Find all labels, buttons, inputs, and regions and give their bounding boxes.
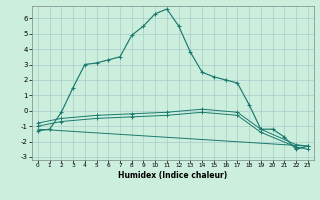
X-axis label: Humidex (Indice chaleur): Humidex (Indice chaleur): [118, 171, 228, 180]
